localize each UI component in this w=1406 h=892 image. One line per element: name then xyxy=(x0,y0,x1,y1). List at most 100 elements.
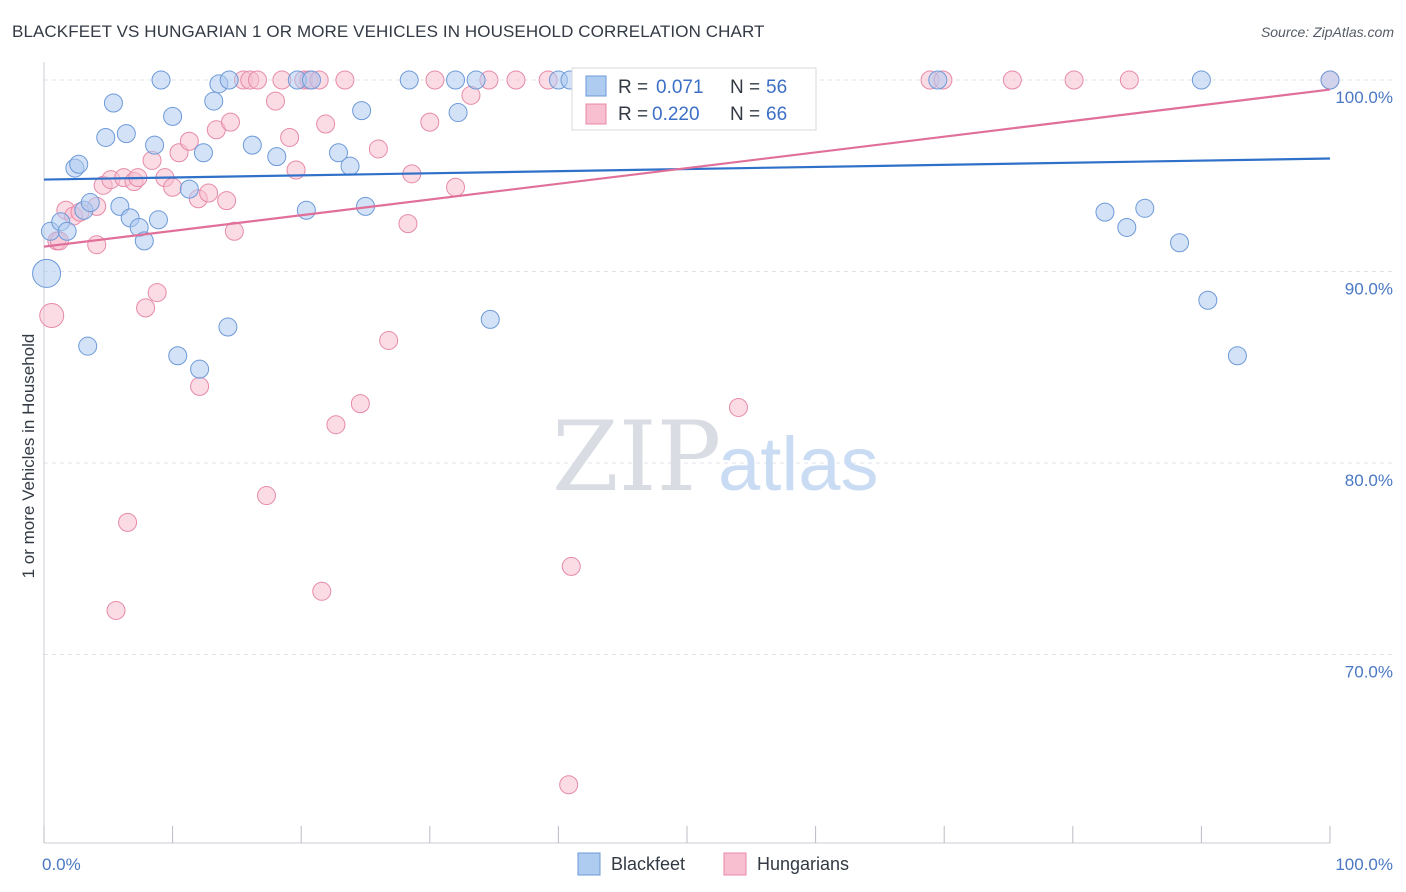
legend-n-label-2: N = xyxy=(730,104,760,125)
hungarians-trend-line xyxy=(43,88,1331,248)
blackfeet-point-33 xyxy=(340,156,360,176)
blackfeet-point-21 xyxy=(190,359,210,379)
trend-lines xyxy=(43,88,1331,248)
blackfeet-point-20 xyxy=(179,179,199,199)
legend-swatch-blackfeet xyxy=(585,75,607,97)
y-tick-label-2: 80.0% xyxy=(1345,471,1393,490)
hungarians-point-64 xyxy=(1064,70,1084,90)
hungarians-point-54 xyxy=(506,70,526,90)
y-axis-label: 1 or more Vehicles in Household xyxy=(19,334,38,579)
legend-swatch-hungarians xyxy=(585,103,607,125)
hungarians-point-10 xyxy=(106,600,126,620)
hungarians-point-19 xyxy=(163,177,183,197)
grid-lines xyxy=(44,79,1392,655)
blackfeet-point-16 xyxy=(148,210,168,230)
blackfeet-point-48 xyxy=(928,70,948,90)
blackfeet-point-9 xyxy=(103,93,123,113)
bottom-legend-swatch-blackfeet xyxy=(577,852,601,876)
hungarians-point-27 xyxy=(220,112,240,132)
blackfeet-points xyxy=(32,70,1340,379)
blackfeet-point-26 xyxy=(219,70,239,90)
legend-r-value-hungarians: 0.220 xyxy=(652,104,700,125)
blackfeet-point-15 xyxy=(145,135,165,155)
blackfeet-point-39 xyxy=(448,103,468,123)
blackfeet-point-37 xyxy=(78,336,98,356)
blackfeet-point-51 xyxy=(1135,198,1155,218)
hungarians-point-17 xyxy=(147,283,167,303)
hungarians-point-21 xyxy=(179,131,199,151)
blackfeet-point-30 xyxy=(296,200,316,220)
hungarians-point-40 xyxy=(312,581,332,601)
hungarians-point-47 xyxy=(398,214,418,234)
bottom-legend-swatch-hungarians xyxy=(723,852,747,876)
legend-n-value-hungarians: 66 xyxy=(766,104,787,125)
y-tick-label-1: 90.0% xyxy=(1345,280,1393,299)
hungarians-point-32 xyxy=(256,486,276,506)
legend-n-label-1: N = xyxy=(730,77,760,98)
tick-labels: 100.0% 90.0% 80.0% 70.0% 0.0% 100.0% xyxy=(42,88,1393,874)
blackfeet-point-55 xyxy=(1227,346,1247,366)
hungarians-point-63 xyxy=(1002,70,1022,90)
hungarians-point-65 xyxy=(1119,70,1139,90)
hungarians-point-31 xyxy=(247,70,267,90)
blackfeet-point-7 xyxy=(80,193,100,213)
watermark-atlas: atlas xyxy=(718,422,879,507)
blackfeet-point-34 xyxy=(352,101,372,121)
blackfeet-point-22 xyxy=(193,143,213,163)
blackfeet-point-36 xyxy=(399,70,419,90)
legend-r-label-1: R = xyxy=(618,77,648,98)
blackfeet-point-32 xyxy=(328,143,348,163)
blackfeet-point-23 xyxy=(204,91,224,111)
blackfeet-point-17 xyxy=(151,70,171,90)
hungarians-point-12 xyxy=(118,512,138,532)
legend-n-value-blackfeet: 56 xyxy=(766,77,787,98)
hungarians-point-49 xyxy=(420,112,440,132)
hungarians-point-15 xyxy=(136,298,156,318)
blackfeet-point-3 xyxy=(57,221,77,241)
source-label: Source: ZipAtlas.com xyxy=(1260,24,1394,40)
blackfeet-point-28 xyxy=(267,147,287,167)
bottom-legend: Blackfeet Hungarians xyxy=(577,852,849,876)
blackfeet-point-41 xyxy=(480,309,500,329)
blackfeet-point-18 xyxy=(163,106,183,126)
hungarians-point-33 xyxy=(265,91,285,111)
hungarians-point-50 xyxy=(425,70,445,90)
watermark-zip: ZIP xyxy=(552,401,721,513)
watermark: ZIP atlas xyxy=(552,401,879,513)
hungarians-point-60 xyxy=(728,397,748,417)
blackfeet-point-49 xyxy=(1095,202,1115,222)
blackfeet-point-52 xyxy=(1170,233,1190,253)
blackfeet-point-27 xyxy=(242,135,262,155)
hungarians-point-41 xyxy=(316,114,336,134)
blackfeet-point-50 xyxy=(1117,217,1137,237)
legend-box: R = 0.071 N = 56 R = 0.220 N = 66 xyxy=(571,67,817,131)
hungarians-point-44 xyxy=(350,394,370,414)
hungarians-point-46 xyxy=(379,330,399,350)
blackfeet-point-14 xyxy=(134,231,154,251)
bottom-legend-hungarians: Hungarians xyxy=(757,854,849,874)
blackfeet-point-6 xyxy=(69,154,89,174)
blackfeet-point-25 xyxy=(218,317,238,337)
hungarians-point-43 xyxy=(335,70,355,90)
blackfeet-point-0 xyxy=(32,258,62,288)
bottom-legend-blackfeet: Blackfeet xyxy=(611,854,685,874)
x-tick-label-0: 0.0% xyxy=(42,855,81,874)
hungarians-point-35 xyxy=(280,127,300,147)
y-tick-label-3: 70.0% xyxy=(1345,663,1393,682)
hungarians-point-57 xyxy=(559,775,579,795)
blackfeet-point-40 xyxy=(466,70,486,90)
y-tick-label-0: 100.0% xyxy=(1335,88,1393,107)
chart-title: BLACKFEET VS HUNGARIAN 1 OR MORE VEHICLE… xyxy=(12,22,765,41)
hungarians-point-23 xyxy=(190,376,210,396)
blackfeet-point-11 xyxy=(116,124,136,144)
hungarians-point-56 xyxy=(561,556,581,576)
hungarians-point-24 xyxy=(199,183,219,203)
axes xyxy=(43,62,1331,844)
blackfeet-point-53 xyxy=(1191,70,1211,90)
hungarians-point-51 xyxy=(446,177,466,197)
hungarians-point-45 xyxy=(368,139,388,159)
blackfeet-point-54 xyxy=(1198,290,1218,310)
x-tick-label-1: 100.0% xyxy=(1335,855,1393,874)
hungarians-point-42 xyxy=(326,415,346,435)
